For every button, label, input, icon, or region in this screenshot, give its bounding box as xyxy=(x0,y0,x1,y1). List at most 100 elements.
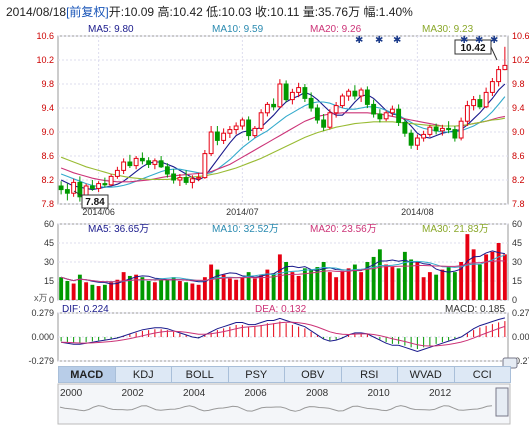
volume-bars xyxy=(59,234,507,300)
volume-bar xyxy=(190,283,195,300)
volume-ma5-legend: MA5: 36.65万 xyxy=(88,224,149,235)
axis-labels: 7.8 7.8 8.2 8.2 8.6 8.6 9.0 9.0 9.4 9.4 9.8 9.8 10.2… xyxy=(28,31,529,366)
price-tick-right: 10.6 xyxy=(512,31,529,41)
candle-body xyxy=(471,99,477,107)
dea-legend: DEA: 0.132 xyxy=(255,304,307,315)
volume-bar xyxy=(396,268,401,300)
candle-body xyxy=(64,189,70,194)
volume-bar xyxy=(215,269,220,300)
candle-body xyxy=(171,173,177,181)
candle-body xyxy=(146,160,152,165)
timeline-navigator[interactable] xyxy=(57,383,511,425)
volume-bar xyxy=(490,251,495,300)
candle-body xyxy=(477,99,483,108)
price-ma5-legend: MA5: 9.80 xyxy=(88,24,134,35)
volume-bar xyxy=(377,249,382,300)
tab-cci[interactable]: CCI xyxy=(453,366,511,383)
change-percent: 幅:1.40% xyxy=(363,5,413,19)
volume-bar xyxy=(340,270,345,300)
volume-bar xyxy=(221,274,226,300)
candle-body xyxy=(271,103,277,108)
volume-bar xyxy=(421,277,426,300)
volume-bar xyxy=(334,277,339,300)
candle-body xyxy=(183,177,189,183)
candle-body xyxy=(58,185,64,191)
volume-tick-left: 0 xyxy=(49,295,54,305)
tab-boll[interactable]: BOLL xyxy=(171,366,229,383)
tab-macd[interactable]: MACD xyxy=(58,366,116,383)
high-callout-label: 10.42 xyxy=(460,43,485,54)
event-marker: ✱ xyxy=(375,35,383,46)
macd-legend: MACD: 0.185 xyxy=(445,304,505,315)
volume-bar xyxy=(115,279,120,300)
candle-body xyxy=(439,127,445,132)
timeline-range-handle[interactable] xyxy=(495,387,509,417)
event-markers[interactable]: ✱ ✱ ✱ ✱ ✱ ✱ xyxy=(355,35,498,46)
candle-body xyxy=(483,91,489,108)
candle-body xyxy=(427,126,433,135)
candle-body xyxy=(196,177,202,180)
volume-bar xyxy=(352,264,357,300)
low-callout-label: 7.84 xyxy=(85,197,105,208)
price-tick-right: 9.8 xyxy=(512,79,525,89)
candle-body xyxy=(314,107,320,121)
volume-bar xyxy=(265,269,270,300)
volume-bar xyxy=(77,274,82,300)
candle-body xyxy=(221,132,227,141)
price-tick-left: 10.2 xyxy=(36,55,54,65)
candle-body xyxy=(208,131,214,155)
volume-tick-right: 15 xyxy=(512,276,522,286)
volume-bar xyxy=(371,256,376,300)
volume-tick-right: 0 xyxy=(512,295,517,305)
volume-average-lines xyxy=(60,250,506,285)
event-marker: ✱ xyxy=(490,35,498,46)
volume-bar xyxy=(165,279,170,300)
volume-bar xyxy=(177,281,182,300)
volume-ma20-legend: MA20: 23.56万 xyxy=(310,224,377,235)
candle-body xyxy=(233,125,239,131)
low-callout: 7.84 xyxy=(73,190,109,209)
volume-bar xyxy=(309,269,314,300)
price-tick-left: 9.4 xyxy=(41,103,54,113)
macd-unit-label: x万 xyxy=(34,293,48,303)
volume-bar xyxy=(327,272,332,300)
candle-body xyxy=(371,103,377,115)
volume-bar xyxy=(90,284,95,300)
volume-bar xyxy=(134,274,139,300)
timeline-year: 2006 xyxy=(244,388,267,399)
candle-body xyxy=(77,181,83,198)
quote-date: 2014/08/18 xyxy=(6,5,67,19)
tab-obv[interactable]: OBV xyxy=(284,366,342,383)
price-ma20-legend: MA20: 9.26 xyxy=(310,24,362,35)
volume-tick-right: 60 xyxy=(512,219,522,229)
volume-bar xyxy=(302,268,307,300)
volume-bar xyxy=(127,275,132,300)
volume-bar xyxy=(146,281,151,300)
volume-bar xyxy=(159,278,164,300)
volume-bar xyxy=(484,254,489,300)
tab-wvad[interactable]: WVAD xyxy=(397,366,455,383)
ma-line-ma20 xyxy=(60,112,506,183)
candle-body xyxy=(364,89,370,105)
adjust-toggle[interactable]: [前复权] xyxy=(66,5,109,19)
volume-bar xyxy=(427,272,432,300)
dif-line xyxy=(61,317,506,353)
volume-ma-line xyxy=(60,260,505,283)
candle-body xyxy=(452,129,458,139)
close-price: 收:10.11 xyxy=(254,5,300,19)
volume-bar xyxy=(171,277,176,300)
volume-bar xyxy=(109,282,114,300)
price-tick-right: 8.2 xyxy=(512,175,525,185)
tab-kdj[interactable]: KDJ xyxy=(114,366,172,383)
price-ma30-legend: MA30: 9.23 xyxy=(422,24,474,35)
volume-bar xyxy=(434,274,439,300)
volume-bar xyxy=(315,267,320,300)
candle-body xyxy=(283,83,289,101)
volume-bar xyxy=(296,275,301,300)
tab-rsi[interactable]: RSI xyxy=(340,366,398,383)
volume-bar xyxy=(359,272,364,300)
tab-psy[interactable]: PSY xyxy=(227,366,285,383)
candle-body xyxy=(277,83,283,108)
volume-value: 量:35.76万 xyxy=(302,5,361,19)
